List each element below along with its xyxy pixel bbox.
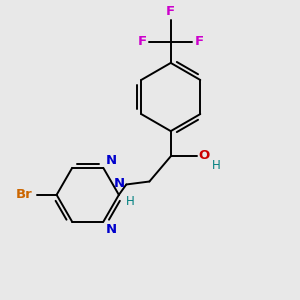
- Text: F: F: [195, 35, 204, 48]
- Text: N: N: [106, 223, 117, 236]
- Text: Br: Br: [16, 188, 33, 201]
- Text: F: F: [137, 35, 146, 48]
- Text: H: H: [212, 159, 221, 172]
- Text: N: N: [113, 177, 124, 190]
- Text: F: F: [166, 5, 175, 18]
- Text: N: N: [106, 154, 117, 167]
- Text: O: O: [199, 148, 210, 162]
- Text: H: H: [125, 195, 134, 208]
